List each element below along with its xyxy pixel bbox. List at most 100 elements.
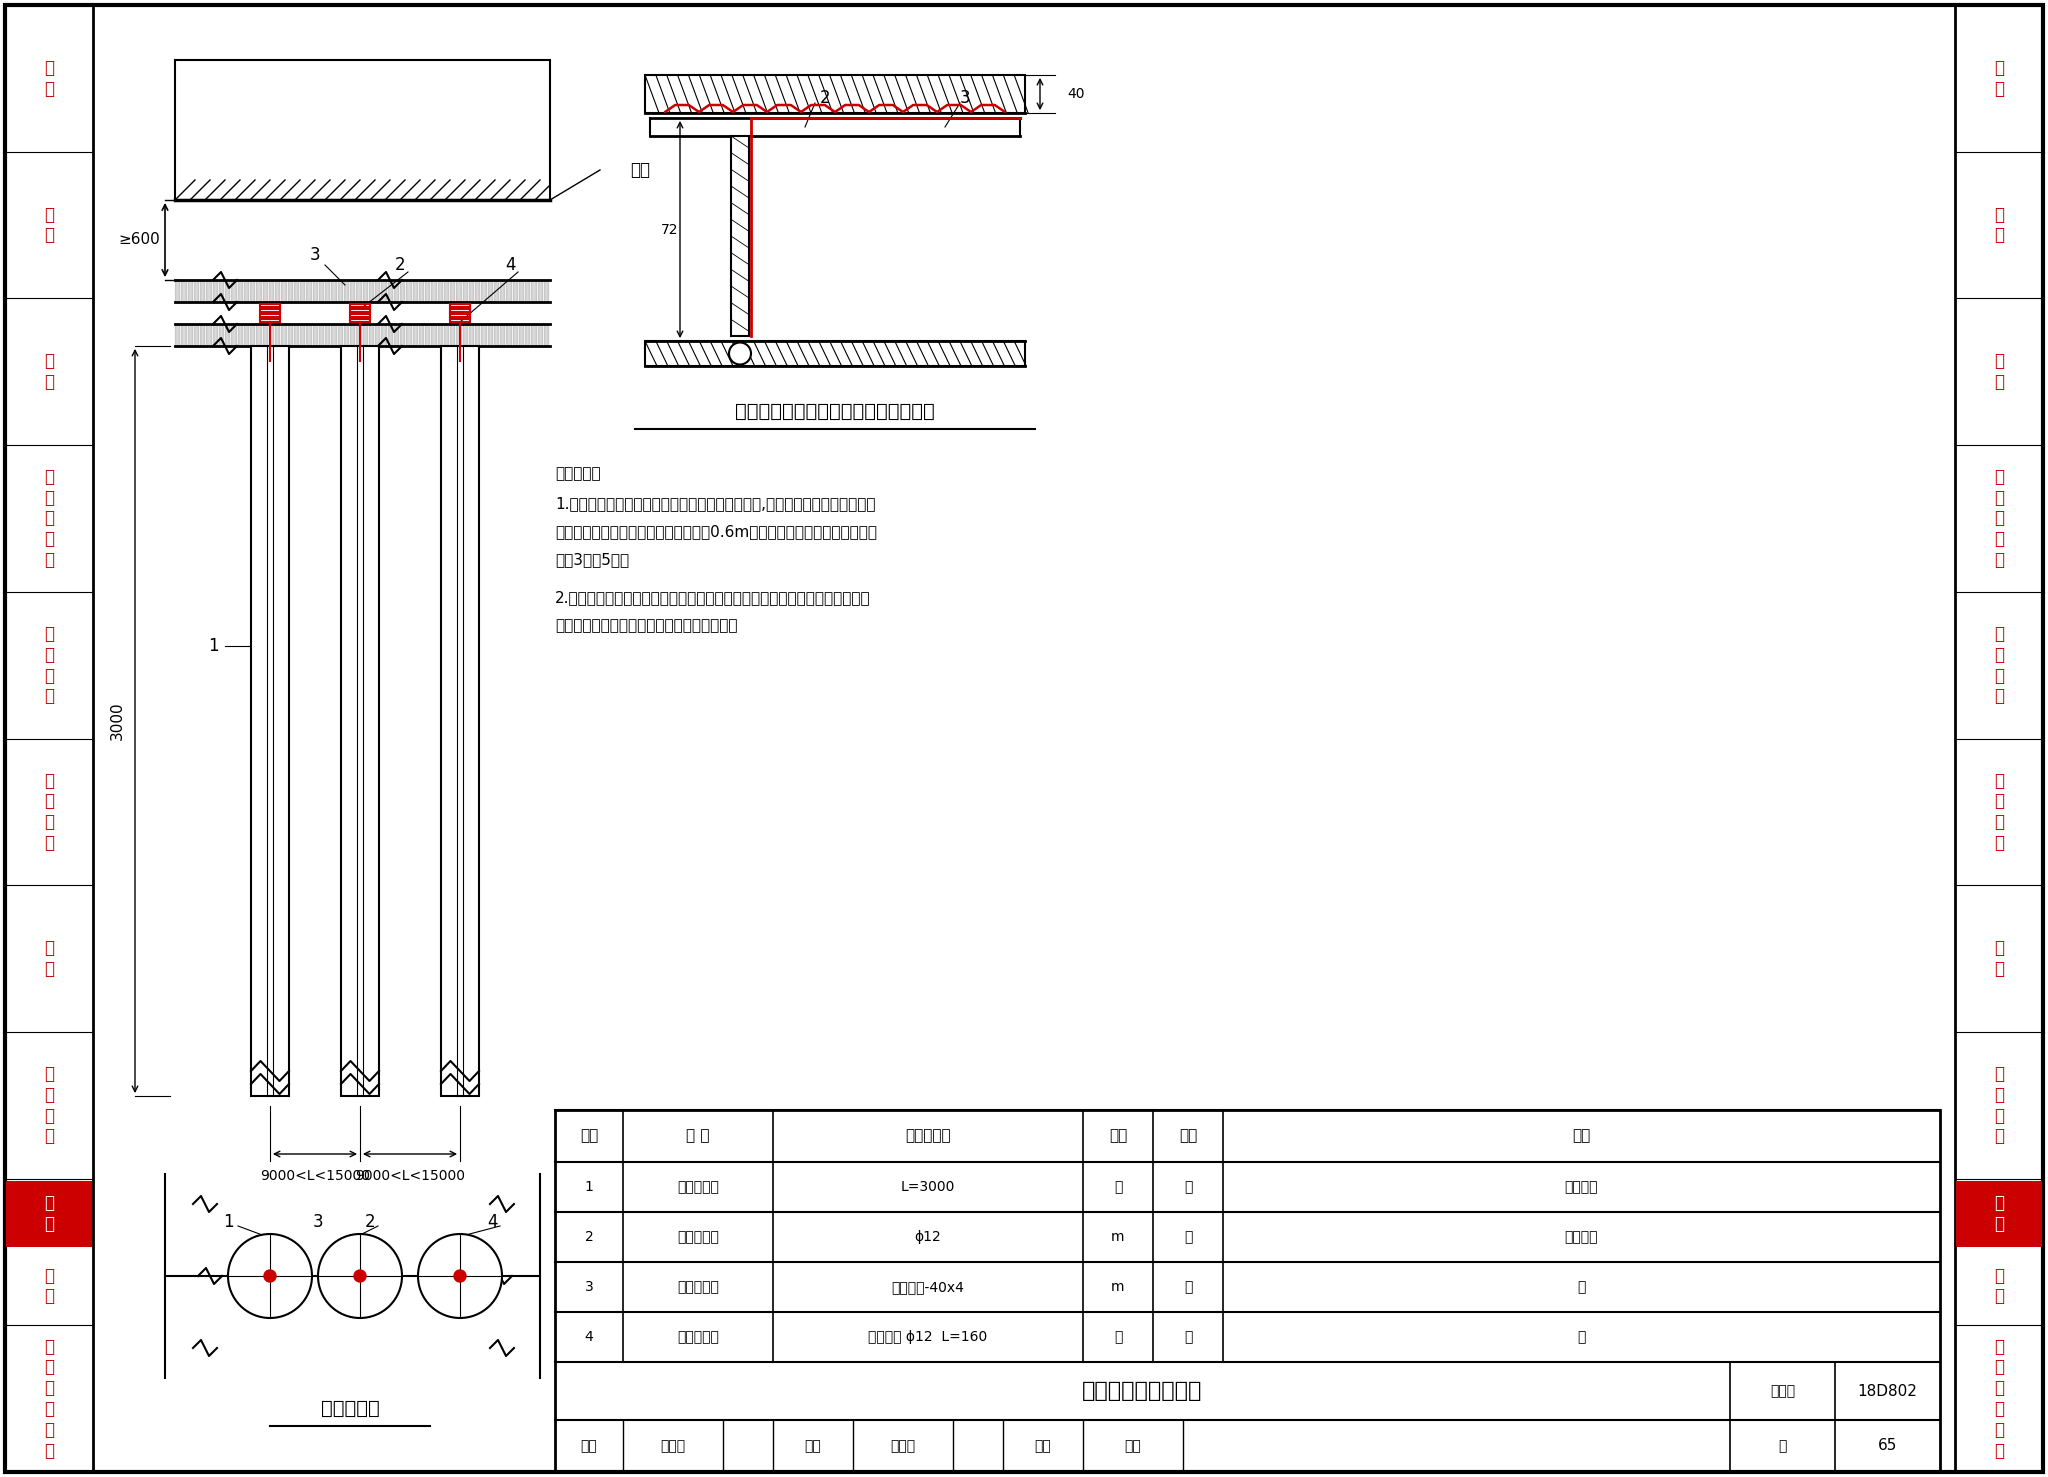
Text: 编号: 编号: [580, 1128, 598, 1143]
Bar: [645, 75, 1024, 114]
Text: 桥
架: 桥 架: [43, 205, 53, 245]
Text: 接地极与其扁钢接地网导体的连接方式: 接地极与其扁钢接地网导体的连接方式: [735, 402, 934, 421]
Text: 3: 3: [584, 1281, 594, 1294]
Bar: [645, 341, 1024, 366]
Text: 桥
架: 桥 架: [1995, 205, 2005, 245]
Text: 导
管: 导 管: [1995, 353, 2005, 391]
Text: 型号及规格: 型号及规格: [905, 1128, 950, 1143]
Text: 3: 3: [313, 1213, 324, 1230]
Text: ≥600: ≥600: [119, 232, 160, 248]
Text: 1: 1: [223, 1213, 233, 1230]
Text: 连接件导体: 连接件导体: [678, 1329, 719, 1344]
Circle shape: [418, 1233, 502, 1317]
Circle shape: [354, 1270, 367, 1282]
Text: 18D802: 18D802: [1858, 1384, 1917, 1399]
Text: －: －: [1184, 1180, 1192, 1193]
Text: 3: 3: [309, 247, 319, 264]
Text: 图集号: 图集号: [1769, 1384, 1794, 1399]
Text: 3: 3: [961, 89, 971, 106]
Text: 测
试
技
术
资
料: 测 试 技 术 资 料: [1995, 1338, 2005, 1459]
Bar: [1956, 4, 2044, 1473]
Text: 接
地: 接 地: [43, 1195, 53, 1233]
Text: 厂家配套: 厂家配套: [1565, 1180, 1597, 1193]
Text: 页: 页: [1778, 1439, 1786, 1453]
Bar: [342, 346, 379, 1096]
Text: 地面: 地面: [631, 161, 649, 179]
Text: 灯
具: 灯 具: [43, 939, 53, 978]
Text: m: m: [1112, 1230, 1124, 1244]
Text: L=3000: L=3000: [901, 1180, 954, 1193]
Text: 单位: 单位: [1108, 1128, 1126, 1143]
Text: 设计: 设计: [1034, 1439, 1051, 1453]
Text: 2: 2: [819, 89, 829, 106]
Text: 接
地: 接 地: [1995, 1195, 2005, 1233]
Text: 2: 2: [365, 1213, 375, 1230]
Text: －: －: [1184, 1329, 1192, 1344]
Text: 2: 2: [395, 256, 406, 275]
Text: 厂家配套: 厂家配套: [1565, 1230, 1597, 1244]
Text: 数量: 数量: [1180, 1128, 1198, 1143]
Text: 余立成: 余立成: [891, 1439, 915, 1453]
Text: 审核: 审核: [582, 1439, 598, 1453]
Bar: [4, 4, 92, 1473]
Text: 度的3倍～5倍。: 度的3倍～5倍。: [555, 552, 629, 567]
Text: 设
备: 设 备: [43, 59, 53, 97]
Text: 灯
具: 灯 具: [1995, 939, 2005, 978]
Circle shape: [264, 1270, 276, 1282]
Text: 2: 2: [584, 1230, 594, 1244]
Bar: [174, 61, 551, 199]
Text: 配
线
母
线: 配 线 母 线: [43, 771, 53, 852]
Text: －: －: [1577, 1329, 1585, 1344]
Text: 65: 65: [1878, 1439, 1896, 1453]
Circle shape: [227, 1233, 311, 1317]
Text: 模块时，接地模块的顶面埋深不应小于0.6m，接地模块间距不应小于模块长: 模块时，接地模块的顶面埋深不应小于0.6m，接地模块间距不应小于模块长: [555, 524, 877, 539]
Text: 穿
越
变
形
缝: 穿 越 变 形 缝: [43, 468, 53, 569]
Text: 测
试
技
术
资
料: 测 试 技 术 资 料: [43, 1338, 53, 1459]
Text: 套: 套: [1114, 1180, 1122, 1193]
Bar: [6, 1180, 92, 1247]
Text: －: －: [1577, 1281, 1585, 1294]
Text: 72: 72: [662, 223, 678, 236]
Bar: [252, 346, 289, 1096]
Text: 模块接地板: 模块接地板: [678, 1180, 719, 1193]
Text: 9000<L<15000: 9000<L<15000: [260, 1168, 371, 1183]
Bar: [451, 304, 469, 322]
Circle shape: [317, 1233, 401, 1317]
Text: 安装说明：: 安装说明：: [555, 467, 600, 482]
Text: －: －: [1184, 1281, 1192, 1294]
Text: 4: 4: [584, 1329, 594, 1344]
Text: 开
关
插
座: 开 关 插 座: [43, 1065, 53, 1146]
Text: 接地极安装: 接地极安装: [322, 1399, 379, 1418]
Text: 9000<L<15000: 9000<L<15000: [354, 1168, 465, 1183]
Text: －: －: [1184, 1230, 1192, 1244]
Text: 电
缆
敷
设: 电 缆 敷 设: [1995, 625, 2005, 706]
Text: 封
堵: 封 堵: [43, 1267, 53, 1306]
Text: 2.接地极安装采用钻机打孔，嵌入接地极后孔中回填土。其与水平接地网焊接: 2.接地极安装采用钻机打孔，嵌入接地极后孔中回填土。其与水平接地网焊接: [555, 589, 870, 606]
Bar: [555, 1111, 1939, 1473]
Text: 校对: 校对: [805, 1439, 821, 1453]
Text: 备注: 备注: [1573, 1128, 1591, 1143]
Bar: [1956, 1180, 2042, 1247]
Text: 4: 4: [487, 1213, 498, 1230]
Text: 接地模块安装示意图: 接地模块安装示意图: [1081, 1381, 1202, 1402]
Text: 镀锌扁钢-40x4: 镀锌扁钢-40x4: [891, 1281, 965, 1294]
Text: m: m: [1112, 1281, 1124, 1294]
Text: 模块金属芯: 模块金属芯: [678, 1230, 719, 1244]
Bar: [260, 304, 281, 322]
Text: 1: 1: [584, 1180, 594, 1193]
Text: ϕ12: ϕ12: [915, 1230, 942, 1244]
Text: 开
关
插
座: 开 关 插 座: [1995, 1065, 2005, 1146]
Text: 电
缆
敷
设: 电 缆 敷 设: [43, 625, 53, 706]
Circle shape: [729, 343, 752, 365]
Text: 设
备: 设 备: [1995, 59, 2005, 97]
Text: 1.由工程设计确定选择接地极长度及接地模块间距,当设计无要求时，采用接地: 1.由工程设计确定选择接地极长度及接地模块间距,当设计无要求时，采用接地: [555, 496, 874, 511]
Bar: [440, 346, 479, 1096]
Text: 3000: 3000: [109, 702, 125, 740]
Text: 镀锌圆钢 ϕ12  L=160: 镀锌圆钢 ϕ12 L=160: [868, 1329, 987, 1344]
Text: 穿
越
变
形
缝: 穿 越 变 形 缝: [1995, 468, 2005, 569]
Text: 连接，焊接成一个环网，焊接处须防腐处理。: 连接，焊接成一个环网，焊接处须防腐处理。: [555, 617, 737, 634]
Text: 封
堵: 封 堵: [1995, 1267, 2005, 1306]
Text: 40: 40: [1067, 87, 1085, 100]
Text: 余雯: 余雯: [1124, 1439, 1141, 1453]
Text: 名 称: 名 称: [686, 1128, 711, 1143]
